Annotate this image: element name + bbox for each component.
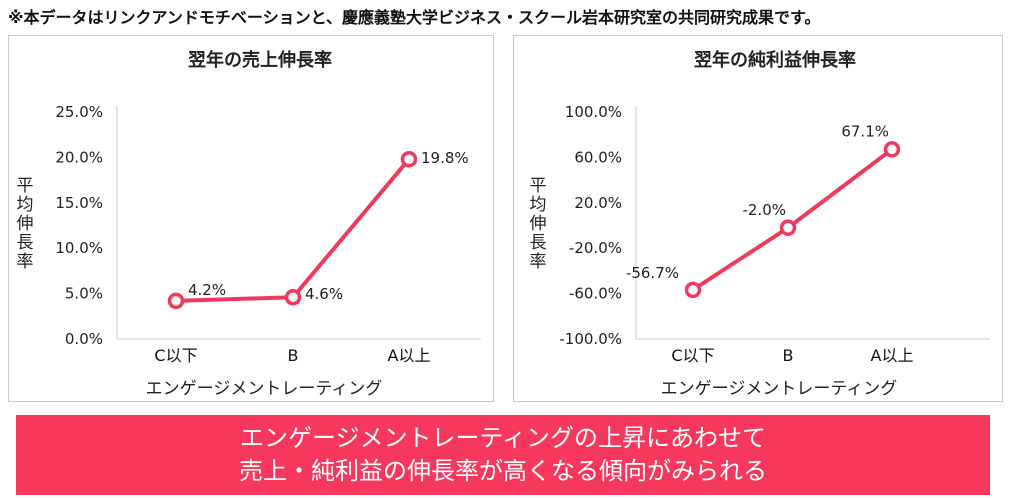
x-tick-label: B xyxy=(783,346,794,365)
x-tick-label: A以上 xyxy=(871,346,914,365)
y-axis-title: 平均伸長率 xyxy=(530,176,547,272)
data-point xyxy=(167,292,185,310)
x-axis-title: エンゲージメントレーティング xyxy=(146,379,383,399)
data-label: 67.1% xyxy=(841,122,889,140)
data-point xyxy=(684,281,702,299)
chart-title: 翌年の売上伸長率 xyxy=(188,49,332,71)
data-label: 19.8% xyxy=(421,149,469,167)
x-tick-label: A以上 xyxy=(388,346,431,365)
x-tick-label: B xyxy=(288,346,299,365)
series-line xyxy=(691,147,894,292)
y-tick-label: 15.0% xyxy=(55,194,103,212)
data-label: 4.2% xyxy=(188,281,226,299)
sales-growth-chart-panel: 翌年の売上伸長率 0.0% 5.0% 10.0% 15.0% 20.0% 25.0% C以下 B… xyxy=(8,35,494,402)
y-tick-label: 5.0% xyxy=(65,285,103,303)
y-tick-label: 0.0% xyxy=(65,330,103,348)
net-profit-growth-chart: 翌年の純利益伸長率 -100.0% -60.0% -20.0% 20.0% 60.0% 10… xyxy=(530,49,990,399)
net-profit-growth-chart-panel: 翌年の純利益伸長率 -100.0% -60.0% -20.0% 20.0% 60.0% 10… xyxy=(513,35,1003,402)
y-axis-title: 平均伸長率 xyxy=(17,176,34,272)
series-line xyxy=(175,157,411,303)
data-point xyxy=(883,141,901,158)
data-label: -56.7% xyxy=(626,264,679,282)
conclusion-line-2: 売上・純利益の伸長率が高くなる傾向がみられる xyxy=(239,457,767,485)
y-tick-label: 100.0% xyxy=(565,103,622,121)
data-label: -2.0% xyxy=(742,201,786,219)
data-point xyxy=(779,219,797,237)
conclusion-banner: エンゲージメントレーティングの上昇にあわせて 売上・純利益の伸長率が高くなる傾向… xyxy=(16,415,990,495)
y-tick-label: -60.0% xyxy=(569,285,622,303)
x-axis-title: エンゲージメントレーティング xyxy=(661,379,898,399)
data-point xyxy=(400,150,418,168)
y-tick-label: 25.0% xyxy=(55,103,103,121)
source-note: ※本データはリンクアンドモチベーションと、慶應義塾大学ビジネス・スクール岩本研究… xyxy=(8,8,821,27)
y-tick-label: 20.0% xyxy=(574,194,622,212)
conclusion-line-1: エンゲージメントレーティングの上昇にあわせて xyxy=(239,424,767,452)
y-tick-label: 60.0% xyxy=(574,148,622,166)
sales-growth-chart: 翌年の売上伸長率 0.0% 5.0% 10.0% 15.0% 20.0% 25.0% C以下 B… xyxy=(17,49,481,399)
y-tick-label: 20.0% xyxy=(55,148,103,166)
data-point xyxy=(284,288,302,306)
chart-title: 翌年の純利益伸長率 xyxy=(694,49,856,71)
data-label: 4.6% xyxy=(305,285,343,303)
y-tick-label: -20.0% xyxy=(569,239,622,257)
y-tick-label: -100.0% xyxy=(559,330,622,348)
y-tick-label: 10.0% xyxy=(55,239,103,257)
x-tick-label: C以下 xyxy=(154,346,197,365)
x-tick-label: C以下 xyxy=(671,346,714,365)
